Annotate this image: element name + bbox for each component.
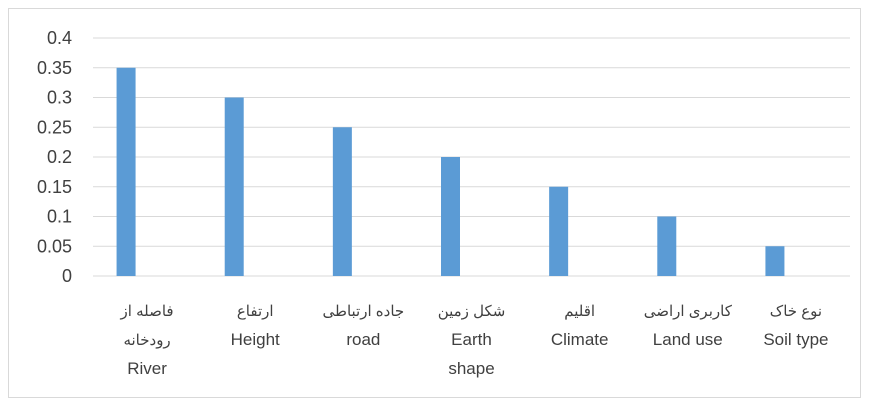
x-category-label: جاده ارتباطی	[323, 303, 405, 320]
x-category-label: Height	[231, 330, 280, 349]
y-tick-label: 0.1	[47, 207, 72, 227]
x-category-label: فاصله از	[120, 303, 174, 320]
x-category-label: Soil type	[763, 330, 828, 349]
y-tick-label: 0.35	[37, 58, 72, 78]
x-category-label: Land use	[653, 330, 723, 349]
y-tick-label: 0	[62, 266, 72, 286]
y-tick-label: 0.3	[47, 88, 72, 108]
bar	[441, 157, 460, 276]
x-category-label: Earth	[451, 330, 492, 349]
y-tick-label: 0.4	[47, 28, 72, 48]
bar	[549, 186, 569, 276]
x-category-label: رودخانه	[123, 332, 170, 349]
x-category-label: اقلیم	[564, 303, 595, 320]
y-tick-label: 0.15	[37, 177, 72, 197]
x-category-label: road	[346, 330, 380, 349]
x-category-label: نوع خاک	[770, 303, 822, 320]
bar	[765, 246, 785, 276]
x-category-label: River	[127, 359, 167, 378]
y-tick-label: 0.25	[37, 117, 72, 137]
x-category-label: ارتفاع	[237, 303, 274, 320]
x-category-label: shape	[448, 359, 494, 378]
y-tick-label: 0.2	[47, 147, 72, 167]
x-category-label: شکل زمین	[438, 303, 506, 320]
x-category-label: کاربری اراضی	[644, 303, 733, 320]
chart-frame	[8, 8, 861, 398]
x-category-label: Climate	[551, 330, 609, 349]
bar	[332, 127, 352, 276]
bar	[224, 97, 244, 276]
bar	[657, 216, 677, 276]
y-tick-label: 0.05	[37, 236, 72, 256]
bar	[116, 67, 136, 276]
